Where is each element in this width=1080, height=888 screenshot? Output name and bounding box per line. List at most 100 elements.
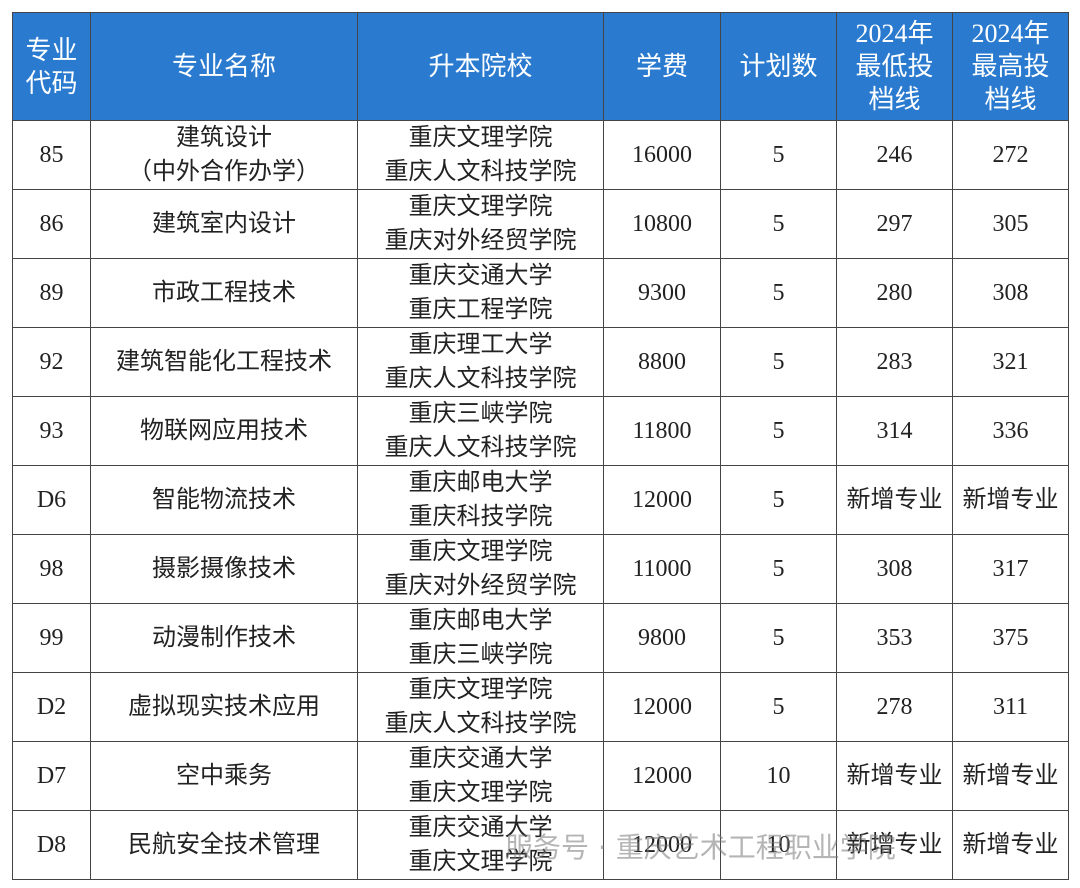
table-cell: 物联网应用技术 bbox=[90, 396, 358, 466]
table-cell: 5 bbox=[720, 258, 837, 328]
table-cell: 12000 bbox=[603, 465, 721, 535]
table-row: 99 动漫制作技术 重庆邮电大学 重庆三峡学院 9800 5 353 375 bbox=[12, 603, 1069, 673]
table-row: 86 建筑室内设计 重庆文理学院 重庆对外经贸学院 10800 5 297 305 bbox=[12, 189, 1069, 259]
header-cell: 学费 bbox=[603, 12, 721, 121]
table-cell: 311 bbox=[952, 672, 1069, 742]
header-text: 专业代码 bbox=[25, 35, 78, 98]
header-cell: 升本院校 bbox=[357, 12, 604, 121]
table-cell: D8 bbox=[12, 810, 91, 880]
table-row: D2 虚拟现实技术应用 重庆文理学院 重庆人文科技学院 12000 5 278 311 bbox=[12, 672, 1069, 742]
header-row: 专业代码 专业名称 升本院校 学费 计划数 2024年最低投档线 2024年最高投档线 bbox=[12, 12, 1069, 121]
table-cell: 新增专业 bbox=[836, 465, 953, 535]
table-cell: 重庆理工大学 重庆人文科技学院 bbox=[357, 327, 604, 397]
table-cell: 建筑室内设计 bbox=[90, 189, 358, 259]
table-cell: 308 bbox=[952, 258, 1069, 328]
table-cell: 5 bbox=[720, 120, 837, 190]
table-cell: 重庆文理学院 重庆对外经贸学院 bbox=[357, 189, 604, 259]
table-cell: 摄影摄像技术 bbox=[90, 534, 358, 604]
header-text: 2024年最低投档线 bbox=[855, 19, 934, 114]
table-cell: D7 bbox=[12, 741, 91, 811]
table-cell: 280 bbox=[836, 258, 953, 328]
table-cell: 297 bbox=[836, 189, 953, 259]
table-cell: 98 bbox=[12, 534, 91, 604]
table-cell: 272 bbox=[952, 120, 1069, 190]
header-text: 计划数 bbox=[739, 52, 818, 81]
table-cell: 5 bbox=[720, 603, 837, 673]
header-text: 学费 bbox=[635, 52, 688, 81]
table-body: 85 建筑设计 （中外合作办学） 重庆文理学院 重庆人文科技学院 16000 5 246 2… bbox=[12, 120, 1069, 880]
header-cell: 2024年最低投档线 bbox=[836, 12, 953, 121]
table-cell: 智能物流技术 bbox=[90, 465, 358, 535]
table-cell: 10 bbox=[720, 810, 837, 880]
table-row: D6 智能物流技术 重庆邮电大学 重庆科技学院 12000 5 新增专业 新增专业 bbox=[12, 465, 1069, 535]
header-text: 专业名称 bbox=[171, 52, 276, 81]
table-cell: 314 bbox=[836, 396, 953, 466]
header-cell: 计划数 bbox=[720, 12, 837, 121]
table-cell: 5 bbox=[720, 327, 837, 397]
header-cell: 专业名称 bbox=[90, 12, 358, 121]
table-cell: 317 bbox=[952, 534, 1069, 604]
table-cell: 246 bbox=[836, 120, 953, 190]
table-cell: 重庆文理学院 重庆人文科技学院 bbox=[357, 120, 604, 190]
table-cell: 89 bbox=[12, 258, 91, 328]
table-cell: 新增专业 bbox=[836, 810, 953, 880]
admission-table: 专业代码 专业名称 升本院校 学费 计划数 2024年最低投档线 2024年最高投档线 85… bbox=[12, 12, 1069, 880]
table-cell: 336 bbox=[952, 396, 1069, 466]
table-row: 93 物联网应用技术 重庆三峡学院 重庆人文科技学院 11800 5 314 336 bbox=[12, 396, 1069, 466]
table-cell: 12000 bbox=[603, 741, 721, 811]
table-cell: 278 bbox=[836, 672, 953, 742]
table-cell: 92 bbox=[12, 327, 91, 397]
watermark: 服务号 · 重庆艺术工程职业学院 bbox=[505, 831, 896, 864]
table-cell: 新增专业 bbox=[952, 741, 1069, 811]
table-cell: 重庆邮电大学 重庆科技学院 bbox=[357, 465, 604, 535]
table-cell: 重庆文理学院 重庆对外经贸学院 bbox=[357, 534, 604, 604]
header-text: 2024年最高投档线 bbox=[971, 19, 1050, 114]
table-cell: 9800 bbox=[603, 603, 721, 673]
header-cell: 专业代码 bbox=[12, 12, 91, 121]
header-text: 升本院校 bbox=[428, 52, 533, 81]
table-row: 85 建筑设计 （中外合作办学） 重庆文理学院 重庆人文科技学院 16000 5 246 2… bbox=[12, 120, 1069, 190]
table-cell: 动漫制作技术 bbox=[90, 603, 358, 673]
table-cell: 民航安全技术管理 bbox=[90, 810, 358, 880]
table-cell: 321 bbox=[952, 327, 1069, 397]
table-cell: 12000 bbox=[603, 810, 721, 880]
table-cell: 11800 bbox=[603, 396, 721, 466]
table-cell: 建筑设计 （中外合作办学） bbox=[90, 120, 358, 190]
table-cell: 9300 bbox=[603, 258, 721, 328]
table-cell: 重庆邮电大学 重庆三峡学院 bbox=[357, 603, 604, 673]
table-cell: 建筑智能化工程技术 bbox=[90, 327, 358, 397]
table-cell: 283 bbox=[836, 327, 953, 397]
table-cell: 5 bbox=[720, 534, 837, 604]
table-cell: 新增专业 bbox=[952, 465, 1069, 535]
table-cell: 空中乘务 bbox=[90, 741, 358, 811]
table-cell: 305 bbox=[952, 189, 1069, 259]
table-cell: D2 bbox=[12, 672, 91, 742]
table-cell: 5 bbox=[720, 396, 837, 466]
table-cell: 重庆交通大学 重庆文理学院 bbox=[357, 810, 604, 880]
table-cell: 308 bbox=[836, 534, 953, 604]
table-cell: 353 bbox=[836, 603, 953, 673]
table-cell: 新增专业 bbox=[836, 741, 953, 811]
table-cell: 10 bbox=[720, 741, 837, 811]
table-cell: 5 bbox=[720, 465, 837, 535]
table-cell: 5 bbox=[720, 672, 837, 742]
table-cell: 12000 bbox=[603, 672, 721, 742]
table-cell: 85 bbox=[12, 120, 91, 190]
table-cell: 新增专业 bbox=[952, 810, 1069, 880]
table-cell: 重庆交通大学 重庆文理学院 bbox=[357, 741, 604, 811]
table-cell: 86 bbox=[12, 189, 91, 259]
table-cell: 16000 bbox=[603, 120, 721, 190]
table-cell: 10800 bbox=[603, 189, 721, 259]
table-row: D8 民航安全技术管理 重庆交通大学 重庆文理学院 12000 10 新增专业 新增专业 bbox=[12, 810, 1069, 880]
table-cell: 市政工程技术 bbox=[90, 258, 358, 328]
table-row: 92 建筑智能化工程技术 重庆理工大学 重庆人文科技学院 8800 5 283 321 bbox=[12, 327, 1069, 397]
table-cell: 99 bbox=[12, 603, 91, 673]
header-cell: 2024年最高投档线 bbox=[952, 12, 1069, 121]
table-row: 89 市政工程技术 重庆交通大学 重庆工程学院 9300 5 280 308 bbox=[12, 258, 1069, 328]
table-cell: 375 bbox=[952, 603, 1069, 673]
table-cell: D6 bbox=[12, 465, 91, 535]
table-row: D7 空中乘务 重庆交通大学 重庆文理学院 12000 10 新增专业 新增专业 bbox=[12, 741, 1069, 811]
table-cell: 8800 bbox=[603, 327, 721, 397]
table-row: 98 摄影摄像技术 重庆文理学院 重庆对外经贸学院 11000 5 308 317 bbox=[12, 534, 1069, 604]
